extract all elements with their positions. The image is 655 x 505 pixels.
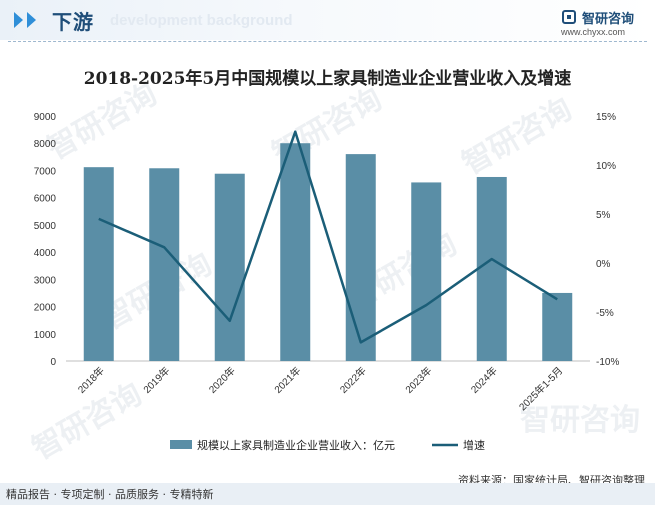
footer-bar: 精品报告 · 专项定制 · 品质服务 · 专精特新 <box>0 483 655 505</box>
growth-line <box>98 130 558 344</box>
footer-text: 精品报告 · 专项定制 · 品质服务 · 专精特新 <box>6 488 214 501</box>
bar <box>149 168 180 361</box>
bar <box>542 292 573 361</box>
chart-title: 2018-2025年5月中国规模以上家具制造业企业营业收入及增速 <box>83 69 572 89</box>
divider <box>8 41 647 42</box>
chart: 智研咨询智研咨询智研咨询智研咨询智研咨询智研咨询智研咨询 01000200030… <box>27 77 641 467</box>
y-right-tick-label: 5% <box>596 210 611 221</box>
x-tick-label: 2023年 <box>402 364 434 396</box>
section-subtitle: development background <box>110 12 293 29</box>
y-axis-left: 0 1000 2000 3000 4000 5000 6000 7000 8000 9000 <box>34 112 57 368</box>
legend-bar-swatch <box>170 440 192 449</box>
bar <box>214 173 245 361</box>
chevron-icon <box>27 12 36 28</box>
bar <box>280 143 311 361</box>
brand-site: www.chyxx.com <box>561 27 626 37</box>
x-tick-label: 2024年 <box>468 364 500 396</box>
x-tick-label: 2021年 <box>271 364 303 396</box>
y-right-tick-label: 0% <box>596 259 611 270</box>
y-left-tick-label: 9000 <box>34 112 57 123</box>
legend-bar-label: 规模以上家具制造业企业营业收入：亿元 <box>197 438 395 452</box>
y-left-tick-label: 0 <box>50 357 56 368</box>
watermark-text: 智研咨询 <box>520 403 640 438</box>
x-tick-label: 2022年 <box>337 364 369 396</box>
brand-logo-icon <box>562 10 576 24</box>
y-left-tick-label: 2000 <box>34 303 57 314</box>
header-bar: development background 下游 智研咨询 www.chyxx… <box>0 0 655 40</box>
y-right-tick-label: 15% <box>596 112 616 123</box>
y-left-tick-label: 8000 <box>34 139 57 150</box>
bar <box>411 182 442 361</box>
x-tick-label: 2018年 <box>75 364 107 396</box>
watermark-text: 智研咨询 <box>42 77 163 167</box>
y-right-tick-label: 10% <box>596 161 616 172</box>
x-axis-labels: 2018年 2019年 2020年 2021年 2022年 2023年 2024年 2025年… <box>75 364 565 413</box>
y-right-tick-label: -5% <box>596 308 614 319</box>
brand-name: 智研咨询 <box>582 12 635 27</box>
y-left-tick-label: 5000 <box>34 221 57 232</box>
legend-line-label: 增速 <box>463 438 485 452</box>
x-tick-label: 2020年 <box>206 364 238 396</box>
chevron-icon <box>14 12 23 28</box>
y-axis-right: -10% -5% 0% 5% 10% 15% <box>596 112 619 368</box>
y-left-tick-label: 1000 <box>34 330 57 341</box>
y-left-tick-label: 3000 <box>34 275 57 286</box>
bar <box>345 154 376 361</box>
section-title: 下游 <box>52 10 94 34</box>
y-left-tick-label: 7000 <box>34 166 57 177</box>
legend: 规模以上家具制造业企业营业收入：亿元 增速 <box>170 438 485 452</box>
watermark-text: 智研咨询 <box>457 92 578 182</box>
bar-series <box>83 143 573 361</box>
watermark-layer: 智研咨询智研咨询智研咨询智研咨询智研咨询智研咨询智研咨询 <box>27 77 641 467</box>
bar <box>83 167 114 361</box>
x-tick-label: 2019年 <box>140 364 172 396</box>
bar <box>476 176 507 361</box>
y-left-tick-label: 4000 <box>34 248 57 259</box>
y-right-tick-label: -10% <box>596 357 619 368</box>
y-left-tick-label: 6000 <box>34 194 57 205</box>
